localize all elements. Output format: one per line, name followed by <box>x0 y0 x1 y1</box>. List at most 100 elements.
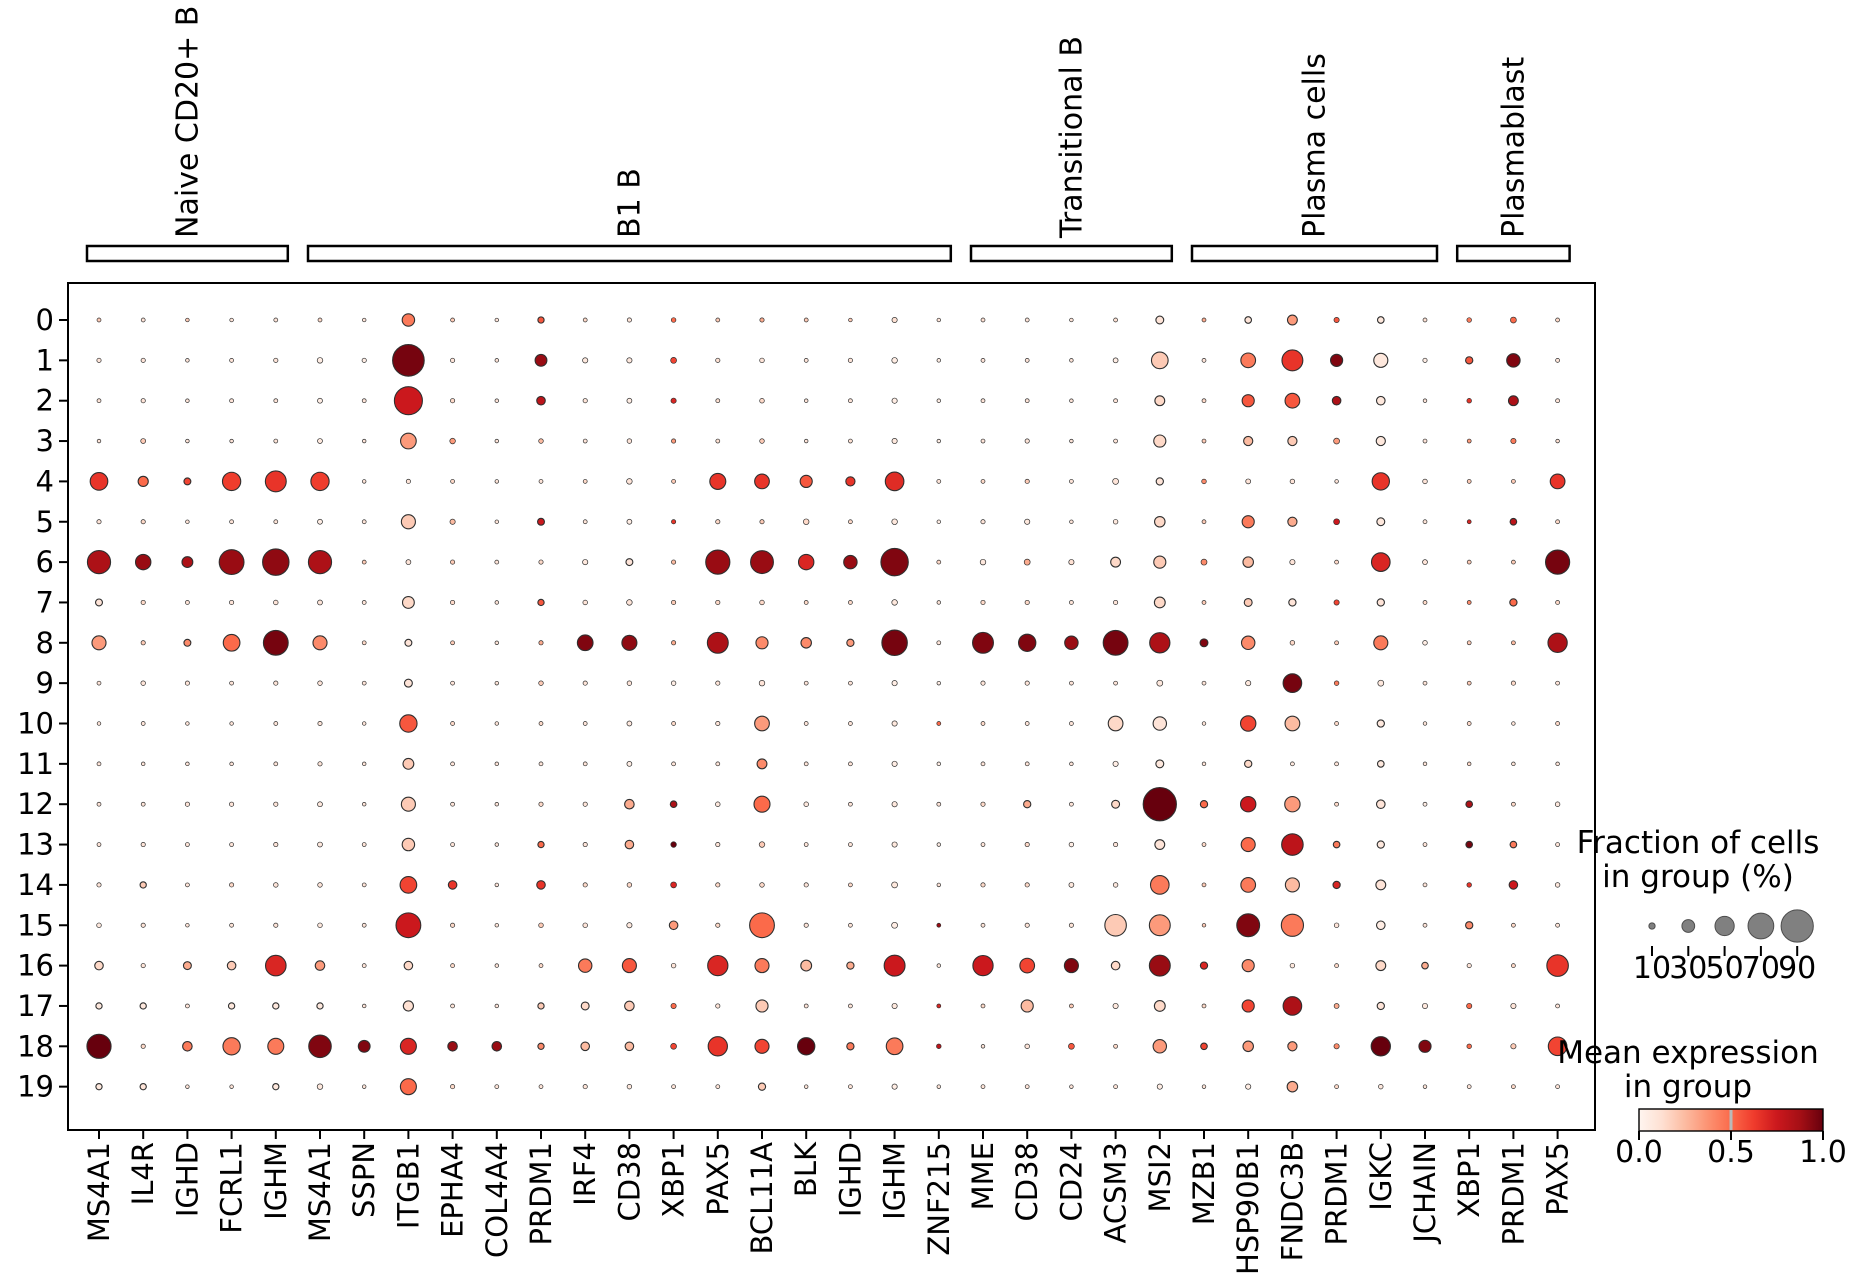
dot-cluster17-IGHD <box>185 1003 190 1009</box>
dot-cluster0-XBP1 <box>670 317 677 323</box>
dot-cluster14-CD38 <box>626 882 633 888</box>
gene-label-13-XBP1: XBP1 <box>657 1142 691 1218</box>
dot-cluster8-MZB1 <box>1199 638 1209 648</box>
dot-cluster10-ITGB1 <box>399 714 418 733</box>
dot-cluster19-IGKC <box>1378 1083 1384 1090</box>
dot-cluster8-COL4A4 <box>494 640 499 645</box>
dot-cluster12-MZB1 <box>1199 800 1209 809</box>
dot-cluster16-COL4A4 <box>494 963 499 968</box>
dot-cluster9-CD38 <box>626 680 633 686</box>
dot-cluster7-IGHM <box>273 599 279 606</box>
dot-cluster16-BLK <box>800 959 813 972</box>
dot-cluster13-PRDM1 <box>1332 840 1341 849</box>
colorbar-label-1.0: 1.0 <box>1799 1135 1847 1170</box>
dot-cluster9-ITGB1 <box>403 678 413 688</box>
dot-cluster18-CD24 <box>1068 1042 1075 1050</box>
dot-cluster18-EPHA4 <box>447 1041 458 1052</box>
dot-cluster0-CD24 <box>1069 317 1074 323</box>
dot-cluster14-IGHM <box>273 882 279 888</box>
dot-cluster0-IGHD <box>185 317 190 323</box>
dot-cluster4-PAX5 <box>1549 473 1566 490</box>
dot-cluster10-IGKC <box>1376 719 1385 728</box>
dot-cluster10-IGHM <box>891 720 898 727</box>
dot-cluster1-IGHM <box>891 357 898 364</box>
gene-label-10-PRDM1: PRDM1 <box>524 1142 558 1245</box>
dot-cluster17-JCHAIN <box>1422 1002 1428 1009</box>
gene-label-4-IGHM: IGHM <box>259 1142 293 1220</box>
dot-cluster7-CD24 <box>1069 600 1074 605</box>
dot-cluster19-COL4A4 <box>494 1084 500 1089</box>
dot-cluster9-BCL11A <box>758 680 766 687</box>
dot-cluster15-IGHD <box>185 923 190 928</box>
dot-cluster16-ZNF215 <box>936 963 941 968</box>
dot-cluster0-BCL11A <box>759 317 765 323</box>
dot-cluster1-ACSM3 <box>1112 357 1119 364</box>
dot-cluster18-MZB1 <box>1200 1042 1208 1051</box>
dot-cluster2-IGHD <box>848 398 853 404</box>
dot-cluster12-PAX5 <box>715 801 721 807</box>
dot-cluster8-ZNF215 <box>936 640 942 646</box>
dot-cluster11-PRDM1 <box>538 761 544 767</box>
dot-cluster18-PAX5 <box>707 1036 728 1057</box>
dot-cluster17-COL4A4 <box>494 1003 499 1009</box>
dot-cluster14-PRDM1 <box>536 880 546 890</box>
dot-cluster3-XBP1 <box>671 438 677 444</box>
dot-cluster7-XBP1 <box>1466 600 1472 605</box>
dot-cluster12-IGHM <box>273 801 279 807</box>
dot-cluster19-FNDC3B <box>1286 1080 1299 1093</box>
dot-cluster16-ITGB1 <box>403 960 414 971</box>
gene-label-17-IGHD: IGHD <box>833 1142 867 1217</box>
dot-cluster16-CD38 <box>1019 957 1036 974</box>
dot-cluster4-CD38 <box>626 478 633 485</box>
dot-cluster0-ITGB1 <box>401 313 416 327</box>
dot-cluster18-HSP90B1 <box>1242 1040 1254 1053</box>
dot-cluster12-IGHM <box>891 801 898 808</box>
dot-cluster19-XBP1 <box>671 1084 676 1089</box>
dot-cluster14-MSI2 <box>1149 875 1170 895</box>
dot-cluster10-MSI2 <box>1152 716 1168 731</box>
dot-cluster16-XBP1 <box>670 962 677 969</box>
dot-cluster15-CD38 <box>1024 922 1030 928</box>
dot-cluster13-JCHAIN <box>1422 842 1428 847</box>
dot-cluster15-BCL11A <box>749 912 775 939</box>
dot-cluster13-HSP90B1 <box>1240 836 1256 853</box>
cluster-label-10: 10 <box>17 707 54 741</box>
gene-label-19-ZNF215: ZNF215 <box>922 1142 956 1256</box>
dot-cluster1-XBP1 <box>1465 356 1474 365</box>
dot-cluster15-XBP1 <box>668 920 679 931</box>
dot-cluster19-PAX5 <box>715 1084 721 1089</box>
dot-cluster9-PRDM1 <box>538 680 544 686</box>
dot-cluster13-ITGB1 <box>401 837 416 852</box>
dot-cluster18-BLK <box>796 1037 816 1056</box>
dot-cluster11-ZNF215 <box>936 761 941 767</box>
dot-cluster4-IGHM <box>264 470 287 493</box>
dot-cluster7-IL4R <box>140 599 146 605</box>
dot-cluster10-XBP1 <box>1466 721 1472 726</box>
gene-label-9-COL4A4: COL4A4 <box>480 1142 514 1258</box>
dot-cluster4-IGHM <box>884 471 905 492</box>
dot-cluster18-ACSM3 <box>1113 1043 1118 1049</box>
dot-cluster5-CD38 <box>1024 518 1031 525</box>
dot-cluster11-MME <box>980 761 986 767</box>
dot-cluster15-MS4A1 <box>317 922 323 928</box>
dot-cluster12-PRDM1 <box>1511 801 1516 807</box>
dot-cluster16-PRDM1 <box>1511 963 1516 968</box>
dot-cluster1-FNDC3B <box>1281 349 1304 372</box>
dot-cluster14-COL4A4 <box>494 882 499 888</box>
cluster-label-11: 11 <box>17 747 54 781</box>
dot-cluster1-MS4A1 <box>316 357 324 364</box>
cluster-label-12: 12 <box>17 787 54 821</box>
dot-cluster0-MZB1 <box>1201 317 1207 323</box>
dot-cluster15-IGKC <box>1375 920 1386 931</box>
dot-cluster11-COL4A4 <box>494 761 499 767</box>
dot-cluster14-CD24 <box>1068 882 1075 888</box>
dot-cluster14-IRF4 <box>582 882 588 888</box>
dot-cluster11-IRF4 <box>582 761 588 767</box>
dot-cluster3-IGHD <box>848 438 853 444</box>
dot-cluster19-PRDM1 <box>1334 1084 1339 1089</box>
dot-cluster19-IGHM <box>891 1083 898 1090</box>
dot-cluster17-IGKC <box>1376 1001 1385 1011</box>
dot-cluster15-ACSM3 <box>1104 913 1127 937</box>
gene-label-33-PAX5: PAX5 <box>1541 1142 1575 1216</box>
dot-cluster13-MZB1 <box>1201 842 1207 847</box>
